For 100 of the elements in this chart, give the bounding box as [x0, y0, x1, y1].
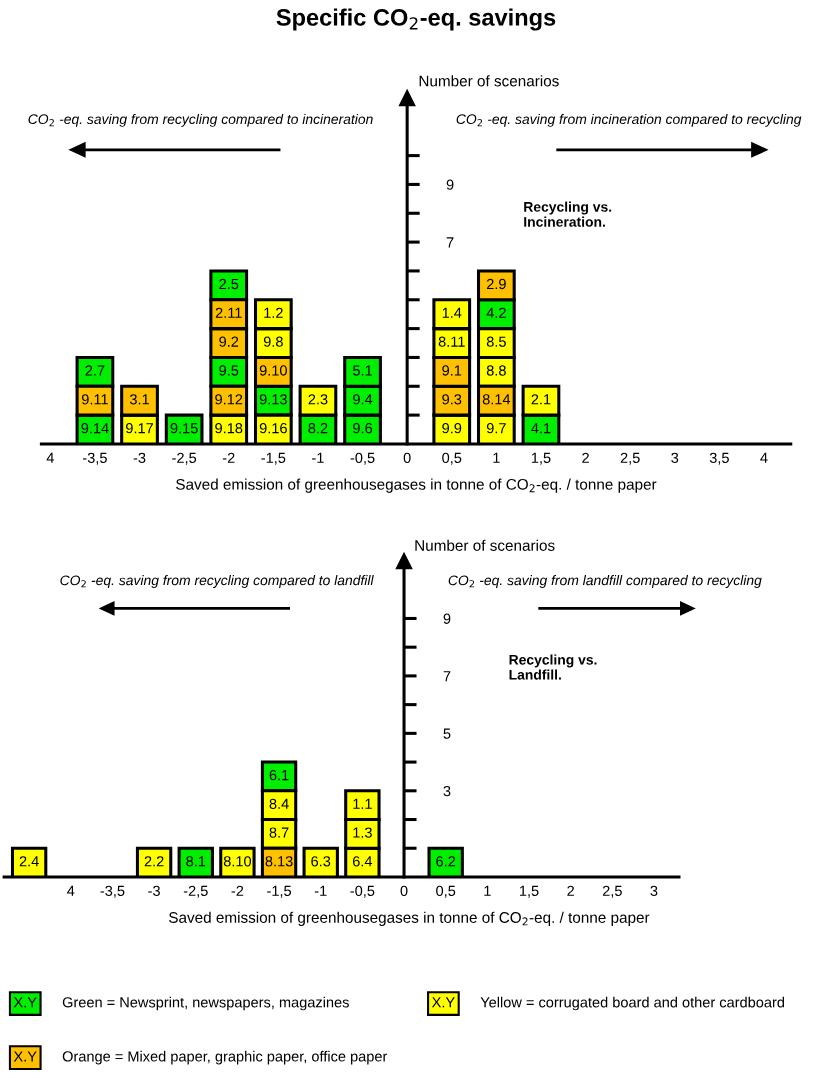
y-tick-label: 9 [446, 179, 454, 190]
x-tick-label: 3,5 [709, 452, 729, 465]
annotation: 6.2 [436, 856, 456, 867]
annotation: 8.8 [486, 365, 506, 376]
chart-title: Specific CO$_{2}$-eq. savings [276, 8, 556, 31]
annotation: 2.4 [19, 856, 39, 867]
annotation: 9.11 [81, 394, 108, 405]
x-tick-label: 3 [671, 452, 679, 463]
annotation: 8.14 [482, 394, 511, 405]
annotation: 2.3 [308, 394, 328, 405]
x-tick-label: 2,5 [602, 885, 622, 898]
x-tick-label: -3 [133, 452, 146, 463]
x-tick-label: 0,5 [436, 885, 456, 898]
annotation: 6.1 [269, 769, 289, 781]
annotation: 9.13 [259, 394, 287, 405]
x-tick-label: -0,5 [350, 452, 375, 465]
annotation: 9.18 [215, 423, 243, 434]
annotation: 1.1 [353, 798, 372, 809]
annotation: 1.2 [264, 307, 283, 318]
annotation: 8.11 [438, 336, 465, 347]
x-tick-label: -1,5 [267, 885, 292, 898]
annotation: 8.4 [269, 798, 289, 810]
x-axis-title: Saved emission of greenhousegases in tonne of CO$_{2}$-eq. / tonne paper [169, 911, 650, 926]
annotation: 9.8 [263, 336, 283, 347]
annotation: 9.4 [353, 394, 373, 405]
x-tick-label: -1 [312, 452, 324, 463]
annotation: 8.7 [269, 827, 289, 838]
annotation: CO$_{2}$ -eq. saving from recycling compared to landfill [60, 575, 374, 588]
x-tick-label: 0 [403, 452, 411, 463]
annotation: CO$_{2}$ -eq. saving from recycling compared to incineration [28, 113, 373, 127]
annotation: 8.1 [186, 856, 206, 867]
x-tick-label: -3,5 [100, 885, 125, 898]
legend-label: Orange = Mixed paper, graphic paper, office paper [62, 1050, 388, 1065]
annotation: 9.10 [259, 365, 287, 376]
annotation: 9.9 [442, 423, 462, 434]
annotation: 4.1 [531, 423, 551, 434]
annotation: 9.1 [442, 365, 462, 376]
annotation: CO$_{2}$ -eq. saving from incineration compared to recycling [456, 113, 802, 127]
y-tick-label: 5 [443, 728, 451, 739]
annotation: 9.2 [219, 336, 239, 347]
y-axis-title: Number of scenarios [419, 75, 559, 87]
x-tick-label: -0,5 [350, 885, 375, 898]
annotation: 6.4 [352, 856, 373, 867]
annotation: 9.15 [170, 423, 198, 434]
annotation: 2.9 [486, 278, 506, 290]
x-tick-label: 1 [493, 452, 500, 463]
annotation: 8.5 [486, 336, 506, 347]
x-tick-label: 4 [760, 452, 768, 463]
annotation: 9.7 [486, 423, 506, 434]
annotation: 6.3 [311, 856, 331, 867]
x-tick-label: 3 [650, 885, 658, 897]
x-tick-label: 0,5 [442, 452, 462, 465]
annotation: 9.6 [353, 423, 373, 434]
y-tick-label: 3 [443, 785, 451, 797]
x-tick-label: -2,5 [172, 452, 197, 465]
annotation: 2.11 [215, 307, 242, 318]
x-tick-label: 2 [582, 452, 589, 463]
x-tick-label: 4 [67, 885, 75, 896]
text: X.Y [431, 997, 455, 1008]
x-tick-label: -2 [231, 885, 244, 896]
annotation: 1.4 [442, 307, 462, 318]
annotation: 2.5 [219, 278, 239, 290]
x-tick-label: -3,5 [83, 452, 107, 465]
annotation: 1.3 [353, 827, 372, 838]
y-tick-label: 7 [443, 671, 451, 682]
x-tick-label: 1 [484, 885, 491, 896]
y-axis-title: Number of scenarios [415, 539, 555, 551]
x-tick-label: 2,5 [620, 452, 640, 465]
annotation: 2.7 [85, 365, 105, 376]
text: X.Y [13, 997, 37, 1008]
annotation: 4.2 [486, 307, 506, 318]
annotation: 5.1 [352, 365, 372, 376]
annotation: 8.2 [308, 423, 328, 434]
annotation: 9.17 [126, 423, 153, 434]
x-tick-label: -3 [148, 885, 160, 897]
annotation: 9.12 [215, 394, 243, 405]
x-tick-label: -2,5 [183, 885, 208, 898]
x-axis-title: Saved emission of greenhousegases in tonne of CO$_{2}$-eq. / tonne paper [176, 478, 657, 493]
x-tick-label: -1 [314, 885, 327, 896]
x-tick-label: 0 [400, 885, 408, 897]
x-tick-label: 1,5 [519, 885, 539, 898]
annotation: 9.14 [81, 423, 109, 434]
annotation: 9.16 [259, 423, 287, 434]
annotation: 2.1 [531, 394, 551, 405]
y-tick-label: 9 [443, 613, 451, 624]
annotation: 3.1 [129, 394, 149, 405]
x-tick-label: 1,5 [531, 452, 551, 465]
annotation: CO$_{2}$ -eq. saving from landfill compared to recycling [448, 575, 762, 588]
x-tick-label: -1,5 [261, 452, 286, 465]
annotation: 8.10 [223, 856, 252, 867]
legend-label: Green = Newsprint, newspapers, magazines [62, 996, 349, 1011]
x-tick-label: 2 [567, 885, 574, 896]
legend-label: Yellow = corrugated board and other cardboard [480, 996, 785, 1011]
annotation: 9.5 [219, 365, 239, 376]
annotation: 2.2 [144, 856, 164, 867]
annotation: Recycling vs. Landfill. [509, 654, 597, 680]
annotation: 8.13 [265, 856, 293, 867]
annotation: Recycling vs. Incineration. [524, 201, 612, 227]
annotation: 9.3 [442, 394, 462, 405]
y-tick-label: 7 [446, 237, 454, 248]
